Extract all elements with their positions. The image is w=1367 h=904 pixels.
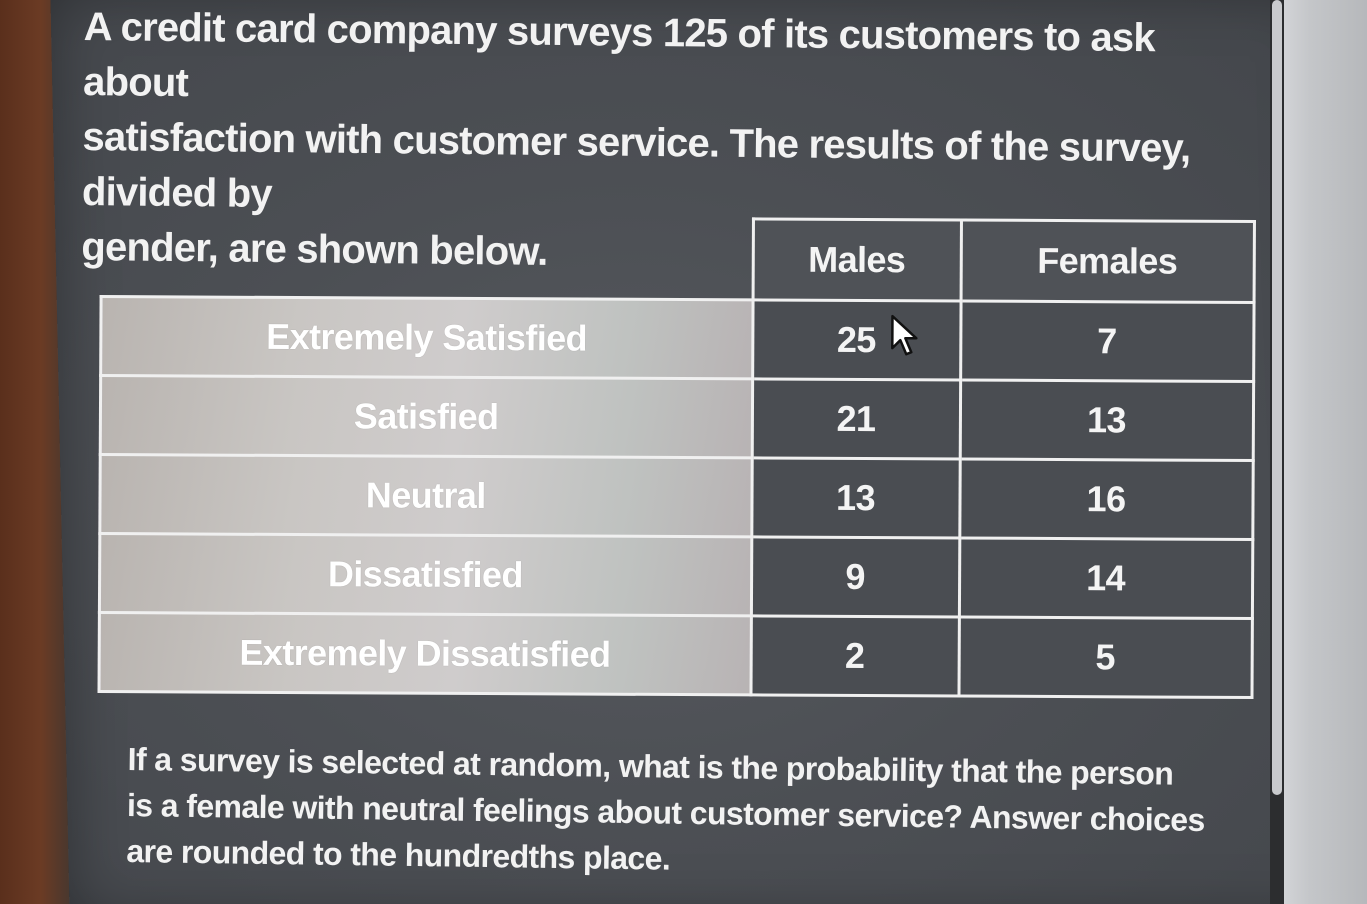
survey-table: Males Females Extremely Satisfied 25 7 S… bbox=[97, 214, 1255, 699]
cell-females-extremely-satisfied: 7 bbox=[960, 301, 1254, 382]
monitor-bezel bbox=[1272, 0, 1367, 904]
vertical-scrollbar[interactable] bbox=[1270, 0, 1284, 904]
intro-line-1: A credit card company surveys 125 of its… bbox=[82, 4, 1156, 106]
row-label-neutral: Neutral bbox=[99, 454, 752, 537]
cell-females-extremely-dissatisfied: 5 bbox=[958, 617, 1252, 698]
row-label-dissatisfied: Dissatisfied bbox=[99, 533, 752, 616]
table-row: Extremely Satisfied 25 7 bbox=[100, 296, 1254, 382]
table-row: Extremely Dissatisfied 2 5 bbox=[98, 612, 1252, 698]
scrollbar-thumb[interactable] bbox=[1272, 0, 1282, 795]
column-header-females: Females bbox=[960, 220, 1254, 303]
cell-males-neutral: 13 bbox=[751, 457, 960, 539]
column-header-males: Males bbox=[752, 218, 961, 302]
mouse-pointer-icon bbox=[889, 314, 919, 358]
intro-line-2: satisfaction with customer service. The … bbox=[81, 114, 1191, 216]
cell-females-dissatisfied: 14 bbox=[958, 538, 1253, 619]
table-row: Satisfied 21 13 bbox=[100, 375, 1254, 461]
table-row: Dissatisfied 9 14 bbox=[99, 533, 1253, 619]
table-row: Neutral 13 16 bbox=[99, 454, 1253, 540]
cell-females-satisfied: 13 bbox=[959, 380, 1254, 461]
empty-corner-cell bbox=[101, 216, 753, 300]
cell-females-neutral: 16 bbox=[959, 459, 1253, 540]
cell-males-dissatisfied: 9 bbox=[750, 536, 960, 618]
table-header-row: Males Females bbox=[101, 216, 1254, 303]
cell-males-extremely-dissatisfied: 2 bbox=[750, 615, 959, 697]
cell-males-satisfied: 21 bbox=[751, 378, 961, 460]
row-label-extremely-satisfied: Extremely Satisfied bbox=[100, 296, 753, 379]
cell-males-extremely-satisfied: 25 bbox=[752, 299, 961, 381]
row-label-satisfied: Satisfied bbox=[100, 375, 753, 458]
question-text: If a survey is selected at random, what … bbox=[126, 736, 1238, 889]
survey-table-container: Males Females Extremely Satisfied 25 7 S… bbox=[97, 214, 1260, 710]
row-label-extremely-dissatisfied: Extremely Dissatisfied bbox=[98, 612, 751, 695]
